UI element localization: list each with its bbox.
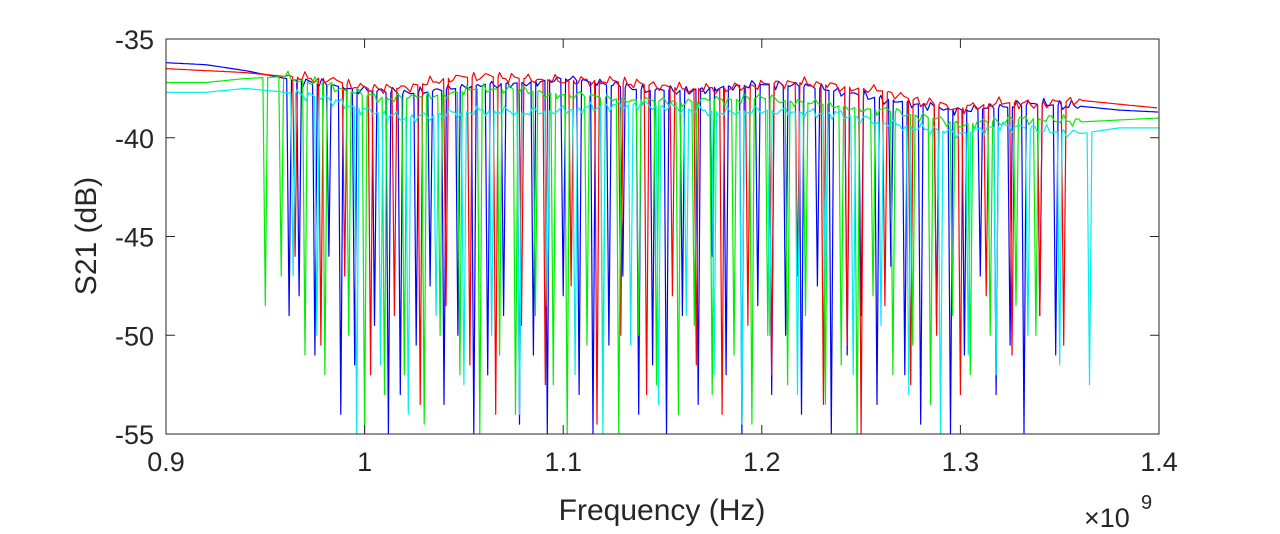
series-line-4 (166, 87, 1159, 434)
y-axis: -35 -40 -45 -50 -55 (115, 25, 1159, 450)
y-tick-label: -45 (115, 223, 154, 253)
x-tick-label: 1.1 (544, 447, 582, 477)
series-line-3 (166, 70, 1159, 434)
x-axis-label: Frequency (Hz) (559, 494, 766, 527)
x-tick-label: 1.3 (942, 447, 980, 477)
y-tick-label: -35 (115, 25, 154, 55)
x-exponent-power: 9 (1141, 492, 1152, 514)
x-tick-label: 1 (357, 447, 372, 477)
x-tick-label: 1.2 (743, 447, 781, 477)
x-exponent-multiplier: ×10 (1084, 503, 1130, 533)
x-tick-label: 1.4 (1140, 447, 1178, 477)
y-axis-label: S21 (dB) (70, 177, 103, 295)
y-tick-label: -50 (115, 321, 154, 351)
y-tick-label: -40 (115, 124, 154, 154)
x-axis: 0.9 1 1.1 1.2 1.3 1.4 (147, 39, 1178, 477)
y-tick-label: -55 (115, 420, 154, 450)
x-tick-label: 0.9 (147, 447, 185, 477)
series-layer (166, 62, 1159, 434)
series-line-2 (166, 68, 1157, 434)
